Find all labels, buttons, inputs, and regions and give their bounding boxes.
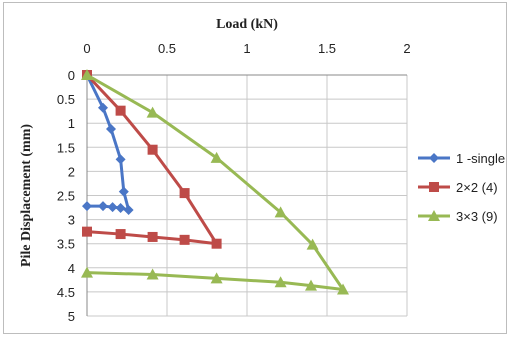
series-lines — [81, 69, 349, 295]
y-tick-label: 0 — [68, 68, 75, 83]
y-tick-label: 2.5 — [57, 189, 75, 204]
y-tick-label: 5 — [68, 309, 75, 324]
data-point — [146, 106, 159, 118]
data-point — [337, 283, 349, 295]
data-point — [81, 69, 93, 80]
legend-marker — [429, 182, 439, 192]
data-point — [82, 201, 92, 212]
data-point — [179, 188, 190, 199]
data-point — [115, 105, 126, 116]
data-point — [106, 123, 116, 134]
legend-marker — [428, 210, 440, 221]
data-point — [98, 102, 108, 113]
x-tick-label: 1.5 — [318, 41, 336, 56]
y-tick-label: 1.5 — [57, 140, 75, 155]
x-axis-title: Load (kN) — [216, 17, 278, 32]
y-tick-label: 4 — [68, 261, 75, 276]
legend-marker — [429, 153, 439, 163]
x-tick-label: 1 — [243, 41, 250, 56]
legend-label: 3×3 (9) — [456, 209, 498, 224]
data-point — [107, 202, 118, 213]
data-point — [115, 229, 126, 240]
data-point — [147, 144, 158, 155]
series-2 — [82, 70, 222, 249]
data-point — [118, 186, 129, 197]
legend-label: 1 -single — [456, 151, 505, 166]
y-tick-labels: 0 0.5 1 1.5 2 2.5 3 3.5 4 4.5 5 — [57, 68, 75, 324]
data-point — [211, 238, 222, 249]
x-tick-label: 0 — [83, 41, 90, 56]
y-tick-label: 3 — [68, 213, 75, 228]
y-tick-label: 4.5 — [57, 285, 75, 300]
data-point — [179, 234, 190, 245]
data-point — [274, 276, 287, 288]
data-point — [98, 201, 108, 212]
data-point — [210, 272, 223, 284]
legend-entry: 3×3 (9) — [418, 209, 498, 224]
y-tick-label: 3.5 — [57, 237, 75, 252]
data-point — [115, 154, 126, 165]
data-point — [147, 231, 158, 242]
series-3 — [81, 69, 349, 295]
data-point — [274, 206, 287, 218]
data-point — [210, 151, 223, 163]
series-line — [85, 74, 131, 212]
y-tick-label: 2 — [68, 164, 75, 179]
x-tick-label: 0.5 — [158, 41, 176, 56]
legend: 1 -single 2×2 (4) 3×3 (9) — [418, 151, 505, 224]
series-line — [85, 73, 219, 246]
data-point — [146, 268, 159, 280]
legend-entry: 2×2 (4) — [418, 180, 498, 195]
data-point — [123, 204, 134, 215]
x-tick-labels: 0 0.5 1 1.5 2 — [83, 41, 410, 56]
legend-label: 2×2 (4) — [456, 180, 498, 195]
data-point — [81, 266, 93, 278]
data-point — [305, 279, 317, 291]
data-point — [82, 226, 92, 237]
x-tick-label: 2 — [403, 41, 410, 56]
y-tick-label: 0.5 — [57, 92, 75, 107]
y-axis-title: Pile Displacement (mm) — [19, 124, 34, 267]
data-point — [115, 203, 126, 214]
y-tick-label: 1 — [68, 116, 75, 131]
series-1 — [82, 70, 134, 215]
legend-entry: 1 -single — [418, 151, 505, 166]
data-point — [306, 238, 319, 250]
